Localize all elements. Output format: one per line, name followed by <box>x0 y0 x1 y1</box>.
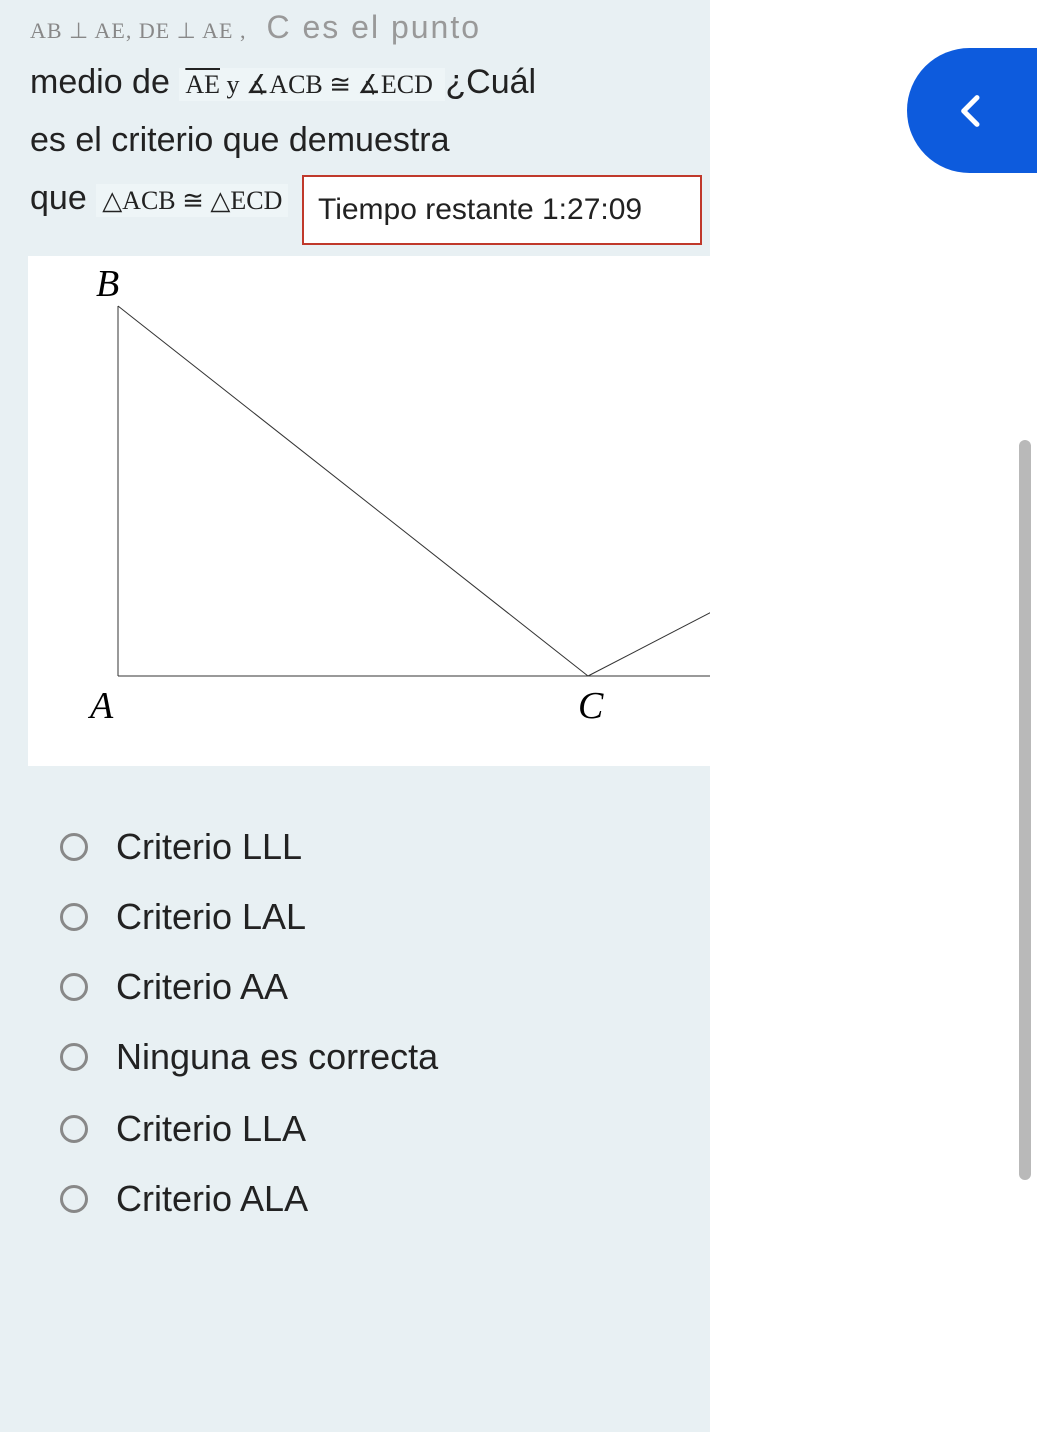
svg-text:C: C <box>578 685 604 727</box>
opt-lal[interactable]: Criterio LAL <box>60 896 680 938</box>
timer-box: Tiempo restante 1:27:09 <box>302 175 702 245</box>
chevron-left-icon <box>952 91 992 131</box>
opt-lla[interactable]: Criterio LLA <box>60 1108 680 1150</box>
option-label: Criterio LLL <box>116 826 302 868</box>
cut-off-line: AB ⊥ AE, DE ⊥ AE , C es el punto <box>30 0 680 54</box>
opt-aa[interactable]: Criterio AA <box>60 966 680 1008</box>
option-label: Criterio AA <box>116 966 288 1008</box>
radio-icon[interactable] <box>60 1043 88 1071</box>
right-panel <box>710 0 1037 1432</box>
answer-options: Criterio LLL Criterio LAL Criterio AA Ningu… <box>30 826 680 1220</box>
scrollbar-thumb[interactable] <box>1019 440 1031 1180</box>
math-expression: AE y ∡ACB ≅ ∡ECD <box>179 68 445 101</box>
svg-text:A: A <box>87 685 114 727</box>
option-label: Ninguna es correcta <box>116 1036 438 1078</box>
radio-icon[interactable] <box>60 903 88 931</box>
math-expression: △ACB ≅ △ECD <box>96 184 288 217</box>
option-label: Criterio LAL <box>116 896 306 938</box>
timer-label: Tiempo restante 1:27:09 <box>318 193 642 227</box>
cut-math-fragment: AB ⊥ AE, DE ⊥ AE , <box>30 12 246 49</box>
radio-icon[interactable] <box>60 1115 88 1143</box>
question-panel: AB ⊥ AE, DE ⊥ AE , C es el punto medio d… <box>0 0 710 1432</box>
question-line-1: medio de AE y ∡ACB ≅ ∡ECD ¿Cuál <box>30 54 680 112</box>
question-line-2: es el criterio que demuestra <box>30 112 680 170</box>
option-label: Criterio ALA <box>116 1178 308 1220</box>
main-container: AB ⊥ AE, DE ⊥ AE , C es el punto medio d… <box>0 0 1037 1432</box>
svg-text:B: B <box>96 263 119 305</box>
nav-prev-button[interactable] <box>907 48 1037 173</box>
radio-icon[interactable] <box>60 833 88 861</box>
radio-icon[interactable] <box>60 1185 88 1213</box>
option-label: Criterio LLA <box>116 1108 306 1150</box>
radio-icon[interactable] <box>60 973 88 1001</box>
opt-lll[interactable]: Criterio LLL <box>60 826 680 868</box>
opt-none[interactable]: Ninguna es correcta <box>60 1036 680 1078</box>
cut-text-fragment: C es el punto <box>266 0 481 54</box>
opt-ala[interactable]: Criterio ALA <box>60 1178 680 1220</box>
